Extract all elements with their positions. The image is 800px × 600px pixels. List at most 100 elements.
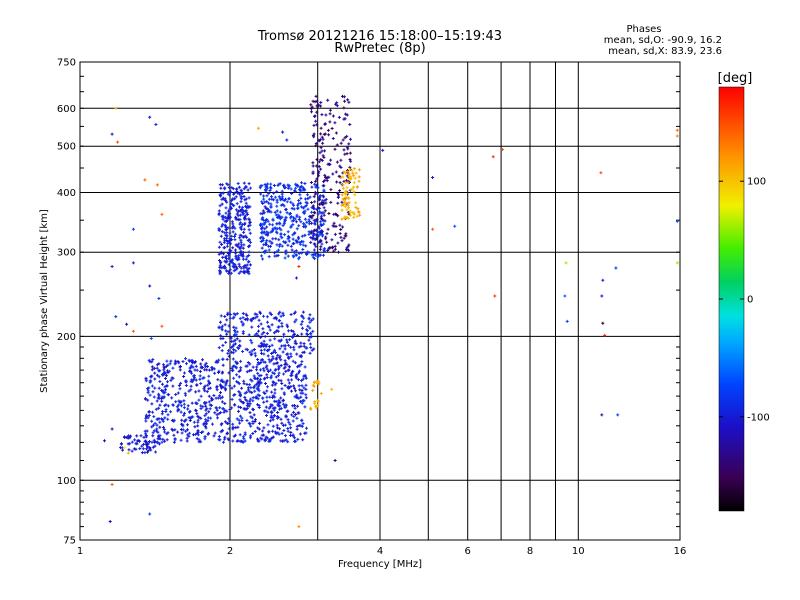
data-point <box>231 357 235 361</box>
data-point <box>343 99 347 103</box>
data-point <box>196 424 200 428</box>
data-point <box>166 404 170 408</box>
data-point <box>245 211 249 215</box>
data-point <box>295 227 299 231</box>
data-point <box>237 271 241 275</box>
data-point <box>291 237 295 241</box>
data-point <box>249 397 253 401</box>
data-point <box>272 316 276 320</box>
data-point <box>308 195 312 199</box>
data-point <box>304 393 308 397</box>
data-point <box>354 205 358 209</box>
data-point <box>262 433 266 437</box>
data-point <box>149 337 153 340</box>
data-point <box>286 427 290 430</box>
data-point <box>244 197 248 201</box>
data-point <box>164 403 168 407</box>
data-point <box>198 370 202 373</box>
data-point <box>177 384 181 387</box>
data-point <box>299 341 303 345</box>
data-point <box>227 262 231 266</box>
data-point <box>308 326 312 330</box>
data-point <box>253 333 257 337</box>
data-point <box>203 414 207 418</box>
data-point <box>306 324 310 328</box>
data-point <box>319 214 323 218</box>
data-point <box>170 376 174 380</box>
data-point <box>262 352 266 356</box>
data-point <box>321 154 325 158</box>
data-point <box>321 200 325 204</box>
data-point <box>304 252 308 256</box>
data-point <box>254 395 258 399</box>
data-point <box>314 406 318 410</box>
data-point <box>349 175 353 179</box>
data-point <box>341 203 345 206</box>
data-point <box>180 422 183 426</box>
data-point <box>201 405 205 409</box>
data-point <box>217 438 221 442</box>
data-point <box>267 248 271 252</box>
data-point <box>346 203 350 207</box>
colorbar-tick-label: 100 <box>747 177 766 188</box>
data-point <box>308 342 312 346</box>
data-point <box>263 222 266 226</box>
data-point <box>248 205 252 209</box>
data-point <box>151 445 155 449</box>
data-point <box>137 439 141 443</box>
data-point <box>146 398 150 402</box>
data-point <box>290 219 294 223</box>
data-point <box>271 418 275 422</box>
data-point <box>263 200 267 204</box>
data-point <box>266 423 270 427</box>
data-point <box>110 132 114 136</box>
data-point <box>312 218 316 222</box>
data-point <box>161 382 164 386</box>
data-point <box>206 419 210 423</box>
data-point <box>233 403 237 407</box>
data-point <box>131 261 135 265</box>
data-point <box>338 232 342 235</box>
data-point <box>268 360 272 364</box>
data-point <box>194 402 198 405</box>
data-point <box>313 380 317 384</box>
data-point <box>266 410 270 414</box>
data-point <box>319 138 322 142</box>
data-point <box>278 244 281 248</box>
data-point <box>289 329 293 333</box>
data-point <box>284 361 288 365</box>
data-point <box>271 429 275 433</box>
data-point <box>146 389 150 393</box>
data-point <box>210 366 214 369</box>
data-point <box>177 408 181 412</box>
data-point <box>277 325 281 329</box>
data-point <box>188 369 191 373</box>
data-point <box>215 413 219 417</box>
data-point <box>232 384 236 388</box>
data-point <box>231 230 235 234</box>
data-point <box>194 364 198 368</box>
data-point <box>299 395 303 399</box>
data-point <box>236 425 240 429</box>
data-point <box>431 176 435 179</box>
data-point <box>255 365 259 369</box>
data-point <box>236 439 240 443</box>
data-point <box>188 366 192 370</box>
data-point <box>276 361 279 365</box>
data-point <box>345 178 349 182</box>
data-point <box>265 343 269 347</box>
data-point <box>289 224 293 228</box>
data-point <box>286 429 290 433</box>
data-point <box>224 211 228 215</box>
data-point <box>228 313 232 316</box>
data-point <box>179 381 183 385</box>
x-tick-label: 4 <box>377 546 383 557</box>
colorbar-tick-label: -100 <box>747 412 770 423</box>
data-point <box>304 376 308 380</box>
data-point <box>270 411 274 414</box>
data-point <box>293 320 297 324</box>
data-point <box>280 244 284 248</box>
data-point <box>285 409 289 413</box>
data-point <box>277 378 281 382</box>
data-point <box>244 201 248 205</box>
